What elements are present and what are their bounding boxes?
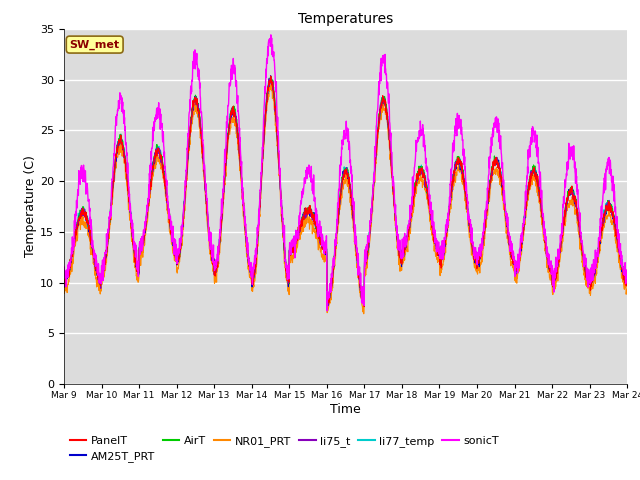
Title: Temperatures: Temperatures xyxy=(298,12,393,26)
AM25T_PRT xyxy=(375,124,383,130)
AirT xyxy=(362,255,370,261)
Line: sonicT: sonicT xyxy=(64,35,627,311)
PanelT xyxy=(217,225,225,231)
li77_temp xyxy=(217,222,225,228)
AM25T_PRT xyxy=(217,224,225,229)
Line: PanelT: PanelT xyxy=(64,76,627,307)
AirT xyxy=(323,302,331,308)
Y-axis label: Temperature (C): Temperature (C) xyxy=(24,156,37,257)
AirT xyxy=(217,220,225,226)
li75_t xyxy=(267,72,275,78)
AirT xyxy=(510,254,518,260)
AirT xyxy=(589,273,597,279)
li75_t xyxy=(589,274,597,279)
PanelT xyxy=(362,260,370,265)
sonicT xyxy=(623,275,631,281)
PanelT xyxy=(267,73,275,79)
AM25T_PRT xyxy=(510,262,518,267)
Line: NR01_PRT: NR01_PRT xyxy=(64,84,627,314)
sonicT xyxy=(217,216,225,222)
AM25T_PRT xyxy=(589,275,597,280)
li75_t xyxy=(324,303,332,309)
NR01_PRT xyxy=(375,126,383,132)
li77_temp xyxy=(60,281,68,287)
Line: li77_temp: li77_temp xyxy=(64,76,627,304)
sonicT xyxy=(323,308,331,314)
PanelT xyxy=(623,283,631,289)
li75_t xyxy=(623,280,631,286)
PanelT xyxy=(360,304,368,310)
AM25T_PRT xyxy=(267,75,275,81)
li77_temp xyxy=(268,73,275,79)
Line: AirT: AirT xyxy=(64,76,627,305)
li75_t xyxy=(510,257,518,263)
NR01_PRT xyxy=(510,268,518,274)
li77_temp xyxy=(623,277,631,283)
sonicT xyxy=(510,256,518,262)
Line: AM25T_PRT: AM25T_PRT xyxy=(64,78,627,306)
li77_temp xyxy=(323,301,331,307)
PanelT xyxy=(510,260,518,266)
Legend: PanelT, AM25T_PRT, AirT, NR01_PRT, li75_t, li77_temp, sonicT: PanelT, AM25T_PRT, AirT, NR01_PRT, li75_… xyxy=(70,436,499,462)
X-axis label: Time: Time xyxy=(330,403,361,416)
AM25T_PRT xyxy=(60,281,68,287)
sonicT xyxy=(589,257,597,263)
AirT xyxy=(623,276,631,281)
NR01_PRT xyxy=(60,288,68,294)
Line: li75_t: li75_t xyxy=(64,75,627,306)
NR01_PRT xyxy=(360,311,367,317)
li77_temp xyxy=(362,257,370,263)
li77_temp xyxy=(375,117,383,123)
NR01_PRT xyxy=(623,286,631,292)
PanelT xyxy=(574,212,582,217)
li75_t xyxy=(60,281,68,287)
NR01_PRT xyxy=(574,221,582,227)
li75_t xyxy=(574,213,582,218)
NR01_PRT xyxy=(217,232,225,238)
AM25T_PRT xyxy=(574,215,582,220)
PanelT xyxy=(60,275,68,281)
AM25T_PRT xyxy=(362,255,370,261)
li75_t xyxy=(217,224,225,229)
li77_temp xyxy=(589,275,597,280)
NR01_PRT xyxy=(589,283,597,288)
AirT xyxy=(267,73,275,79)
AM25T_PRT xyxy=(323,303,331,309)
sonicT xyxy=(375,85,383,91)
sonicT xyxy=(362,245,370,251)
NR01_PRT xyxy=(362,264,370,270)
AirT xyxy=(375,120,383,125)
li75_t xyxy=(375,123,383,129)
li75_t xyxy=(362,254,370,260)
AirT xyxy=(574,209,582,215)
sonicT xyxy=(267,32,275,38)
sonicT xyxy=(60,276,68,281)
PanelT xyxy=(589,271,597,276)
PanelT xyxy=(375,119,383,124)
AirT xyxy=(60,276,68,282)
li77_temp xyxy=(574,214,582,220)
sonicT xyxy=(574,187,582,193)
AM25T_PRT xyxy=(623,280,631,286)
Text: SW_met: SW_met xyxy=(70,39,120,50)
li77_temp xyxy=(510,261,518,267)
NR01_PRT xyxy=(268,81,276,87)
